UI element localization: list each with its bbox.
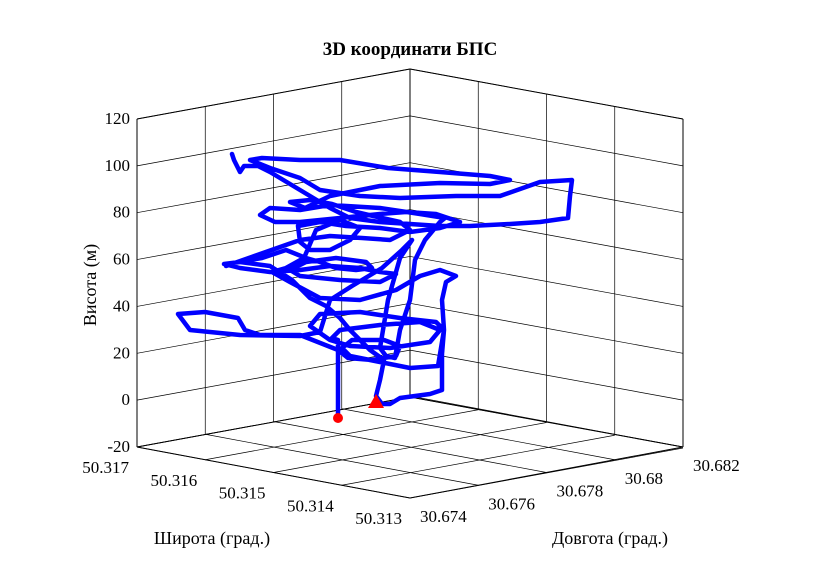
chart-title: 3D координати БПС bbox=[323, 39, 498, 60]
lon-tick-label: 30.68 bbox=[625, 469, 663, 488]
lon-floor-grid-4 bbox=[409, 395, 684, 448]
lon-floor-grid-0 bbox=[136, 446, 411, 499]
z-tick-label: 20 bbox=[113, 343, 130, 362]
lon-floor-grid-2 bbox=[273, 421, 547, 473]
lon-floor-grid-3 bbox=[341, 408, 615, 461]
trajectory-series bbox=[175, 151, 575, 421]
lon-tick-labels: 30.674 30.676 30.678 30.68 30.682 bbox=[420, 456, 740, 526]
lat-axis-label: Широта (град.) bbox=[154, 528, 270, 549]
lat-floor-grid-4 bbox=[409, 447, 684, 499]
lat-tick-labels: 50.317 50.316 50.315 50.314 50.313 bbox=[82, 458, 402, 528]
z-tick-label: -20 bbox=[107, 437, 130, 456]
lon-tick-label: 30.678 bbox=[557, 482, 604, 501]
z-tick-label: 120 bbox=[105, 109, 131, 128]
z-tick-label: 40 bbox=[113, 296, 130, 315]
start-marker bbox=[333, 413, 343, 423]
lat-tick-label: 50.313 bbox=[355, 509, 402, 528]
z-tick-label: 100 bbox=[105, 156, 131, 175]
trajectory-line bbox=[175, 151, 575, 421]
lon-tick-label: 30.682 bbox=[693, 456, 740, 475]
grid bbox=[136, 68, 684, 499]
lon-tick-label: 30.674 bbox=[420, 507, 467, 526]
lat-floor-grid-1 bbox=[205, 409, 479, 461]
lat-tick-label: 50.317 bbox=[82, 458, 129, 477]
lon-axis-label: Довгота (град.) bbox=[552, 528, 668, 549]
z-tick-label: 0 bbox=[122, 390, 131, 409]
lat-tick-label: 50.316 bbox=[151, 471, 198, 490]
lat-floor-grid-2 bbox=[273, 422, 547, 473]
lat-tick-label: 50.314 bbox=[287, 496, 334, 515]
z-tick-label: 80 bbox=[113, 203, 130, 222]
lat-tick-label: 50.315 bbox=[219, 484, 266, 503]
z-tick-label: 60 bbox=[113, 250, 130, 269]
lon-tick-label: 30.676 bbox=[488, 494, 535, 513]
lon-floor-grid-1 bbox=[205, 433, 479, 486]
z-tick-labels: 120 100 80 60 40 20 0 -20 bbox=[105, 109, 131, 456]
z-axis-label: Висота (м) bbox=[80, 244, 101, 326]
end-marker bbox=[368, 394, 384, 408]
lat-floor-grid-3 bbox=[341, 434, 615, 486]
